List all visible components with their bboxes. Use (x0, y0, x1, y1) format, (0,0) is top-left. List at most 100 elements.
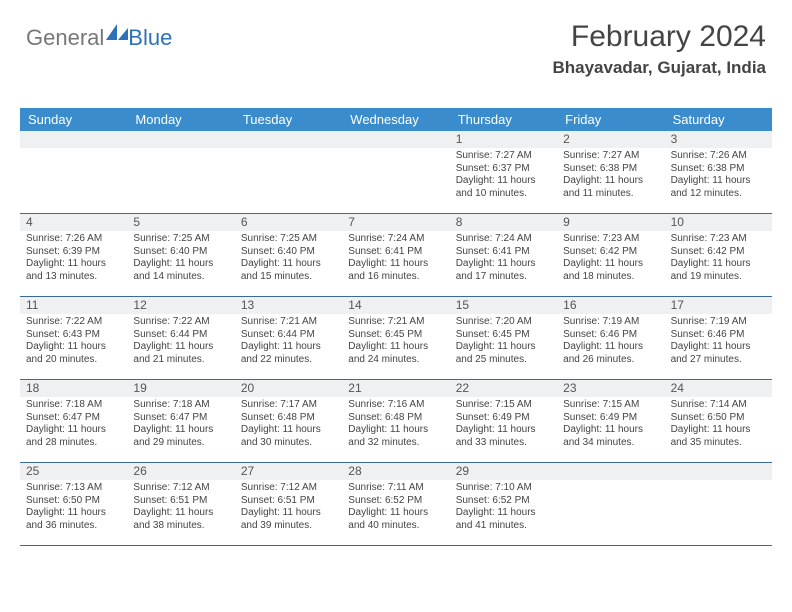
cell-sunrise: Sunrise: 7:16 AM (348, 399, 443, 412)
cell-sunrise: Sunrise: 7:11 AM (348, 482, 443, 495)
cell-sunset: Sunset: 6:46 PM (563, 329, 658, 342)
cell-sunrise: Sunrise: 7:12 AM (241, 482, 336, 495)
cell-sunrise: Sunrise: 7:27 AM (456, 150, 551, 163)
calendar-cell: 16Sunrise: 7:19 AMSunset: 6:46 PMDayligh… (557, 297, 664, 379)
cell-daylight1: Daylight: 11 hours (563, 175, 658, 188)
calendar-cell (342, 131, 449, 213)
cell-sunset: Sunset: 6:52 PM (456, 495, 551, 508)
cell-daylight1: Daylight: 11 hours (456, 341, 551, 354)
cell-sunset: Sunset: 6:50 PM (26, 495, 121, 508)
cell-sunset: Sunset: 6:43 PM (26, 329, 121, 342)
calendar-week: 4Sunrise: 7:26 AMSunset: 6:39 PMDaylight… (20, 214, 772, 297)
calendar-cell: 2Sunrise: 7:27 AMSunset: 6:38 PMDaylight… (557, 131, 664, 213)
day-number: 16 (557, 297, 664, 314)
cell-daylight1: Daylight: 11 hours (456, 424, 551, 437)
cell-daylight1: Daylight: 11 hours (241, 424, 336, 437)
day-number: 18 (20, 380, 127, 397)
cell-sunrise: Sunrise: 7:20 AM (456, 316, 551, 329)
cell-sunrise: Sunrise: 7:13 AM (26, 482, 121, 495)
calendar-cell (665, 463, 772, 545)
day-number: 1 (450, 131, 557, 148)
cell-daylight1: Daylight: 11 hours (26, 424, 121, 437)
calendar-cell: 29Sunrise: 7:10 AMSunset: 6:52 PMDayligh… (450, 463, 557, 545)
cell-daylight2: and 18 minutes. (563, 271, 658, 284)
day-number-empty (665, 463, 772, 480)
cell-sunset: Sunset: 6:40 PM (133, 246, 228, 259)
cell-sunset: Sunset: 6:38 PM (563, 163, 658, 176)
cell-sunrise: Sunrise: 7:21 AM (348, 316, 443, 329)
cell-daylight2: and 12 minutes. (671, 188, 766, 201)
cell-sunset: Sunset: 6:39 PM (26, 246, 121, 259)
month-title: February 2024 (552, 20, 766, 54)
day-number: 6 (235, 214, 342, 231)
cell-daylight2: and 25 minutes. (456, 354, 551, 367)
calendar-cell: 6Sunrise: 7:25 AMSunset: 6:40 PMDaylight… (235, 214, 342, 296)
cell-sunrise: Sunrise: 7:19 AM (563, 316, 658, 329)
cell-sunrise: Sunrise: 7:23 AM (671, 233, 766, 246)
cell-daylight2: and 13 minutes. (26, 271, 121, 284)
page-header: February 2024 Bhayavadar, Gujarat, India (552, 20, 766, 78)
cell-daylight2: and 38 minutes. (133, 520, 228, 533)
day-number: 23 (557, 380, 664, 397)
dayhead-thursday: Thursday (450, 108, 557, 131)
dayhead-monday: Monday (127, 108, 234, 131)
calendar-cell: 19Sunrise: 7:18 AMSunset: 6:47 PMDayligh… (127, 380, 234, 462)
cell-sunset: Sunset: 6:51 PM (133, 495, 228, 508)
day-number: 15 (450, 297, 557, 314)
cell-daylight1: Daylight: 11 hours (26, 341, 121, 354)
dayhead-friday: Friday (557, 108, 664, 131)
cell-sunset: Sunset: 6:45 PM (348, 329, 443, 342)
cell-daylight2: and 30 minutes. (241, 437, 336, 450)
dayhead-tuesday: Tuesday (235, 108, 342, 131)
cell-sunrise: Sunrise: 7:14 AM (671, 399, 766, 412)
calendar-cell: 8Sunrise: 7:24 AMSunset: 6:41 PMDaylight… (450, 214, 557, 296)
calendar-cell (235, 131, 342, 213)
cell-sunrise: Sunrise: 7:25 AM (241, 233, 336, 246)
calendar-cell: 24Sunrise: 7:14 AMSunset: 6:50 PMDayligh… (665, 380, 772, 462)
cell-daylight2: and 39 minutes. (241, 520, 336, 533)
cell-daylight2: and 21 minutes. (133, 354, 228, 367)
brand-part2: Blue (128, 25, 172, 51)
cell-daylight2: and 19 minutes. (671, 271, 766, 284)
calendar-cell: 18Sunrise: 7:18 AMSunset: 6:47 PMDayligh… (20, 380, 127, 462)
cell-daylight2: and 40 minutes. (348, 520, 443, 533)
day-number: 4 (20, 214, 127, 231)
cell-daylight1: Daylight: 11 hours (26, 507, 121, 520)
cell-sunset: Sunset: 6:44 PM (133, 329, 228, 342)
cell-daylight1: Daylight: 11 hours (133, 258, 228, 271)
calendar-cell (127, 131, 234, 213)
calendar-cell: 26Sunrise: 7:12 AMSunset: 6:51 PMDayligh… (127, 463, 234, 545)
day-number: 24 (665, 380, 772, 397)
cell-sunset: Sunset: 6:47 PM (133, 412, 228, 425)
calendar-cell: 11Sunrise: 7:22 AMSunset: 6:43 PMDayligh… (20, 297, 127, 379)
cell-sunset: Sunset: 6:38 PM (671, 163, 766, 176)
cell-sunset: Sunset: 6:45 PM (456, 329, 551, 342)
cell-daylight2: and 32 minutes. (348, 437, 443, 450)
cell-daylight2: and 34 minutes. (563, 437, 658, 450)
calendar-week: 18Sunrise: 7:18 AMSunset: 6:47 PMDayligh… (20, 380, 772, 463)
calendar-header-row: Sunday Monday Tuesday Wednesday Thursday… (20, 108, 772, 131)
cell-daylight1: Daylight: 11 hours (241, 507, 336, 520)
day-number: 14 (342, 297, 449, 314)
calendar-week: 11Sunrise: 7:22 AMSunset: 6:43 PMDayligh… (20, 297, 772, 380)
cell-sunrise: Sunrise: 7:27 AM (563, 150, 658, 163)
calendar-cell: 1Sunrise: 7:27 AMSunset: 6:37 PMDaylight… (450, 131, 557, 213)
cell-sunset: Sunset: 6:46 PM (671, 329, 766, 342)
cell-daylight1: Daylight: 11 hours (456, 507, 551, 520)
day-number: 20 (235, 380, 342, 397)
cell-daylight2: and 26 minutes. (563, 354, 658, 367)
cell-daylight2: and 24 minutes. (348, 354, 443, 367)
calendar-cell: 14 Sunrise: 7:21 AMSunset: 6:45 PMDayligh… (342, 297, 449, 379)
day-number-empty (342, 131, 449, 148)
day-number: 26 (127, 463, 234, 480)
cell-sunset: Sunset: 6:49 PM (456, 412, 551, 425)
cell-daylight2: and 22 minutes. (241, 354, 336, 367)
cell-sunrise: Sunrise: 7:12 AM (133, 482, 228, 495)
day-number: 22 (450, 380, 557, 397)
cell-daylight1: Daylight: 11 hours (671, 424, 766, 437)
cell-daylight1: Daylight: 11 hours (348, 341, 443, 354)
cell-sunset: Sunset: 6:42 PM (563, 246, 658, 259)
cell-daylight2: and 41 minutes. (456, 520, 551, 533)
cell-daylight2: and 35 minutes. (671, 437, 766, 450)
cell-daylight1: Daylight: 11 hours (671, 341, 766, 354)
